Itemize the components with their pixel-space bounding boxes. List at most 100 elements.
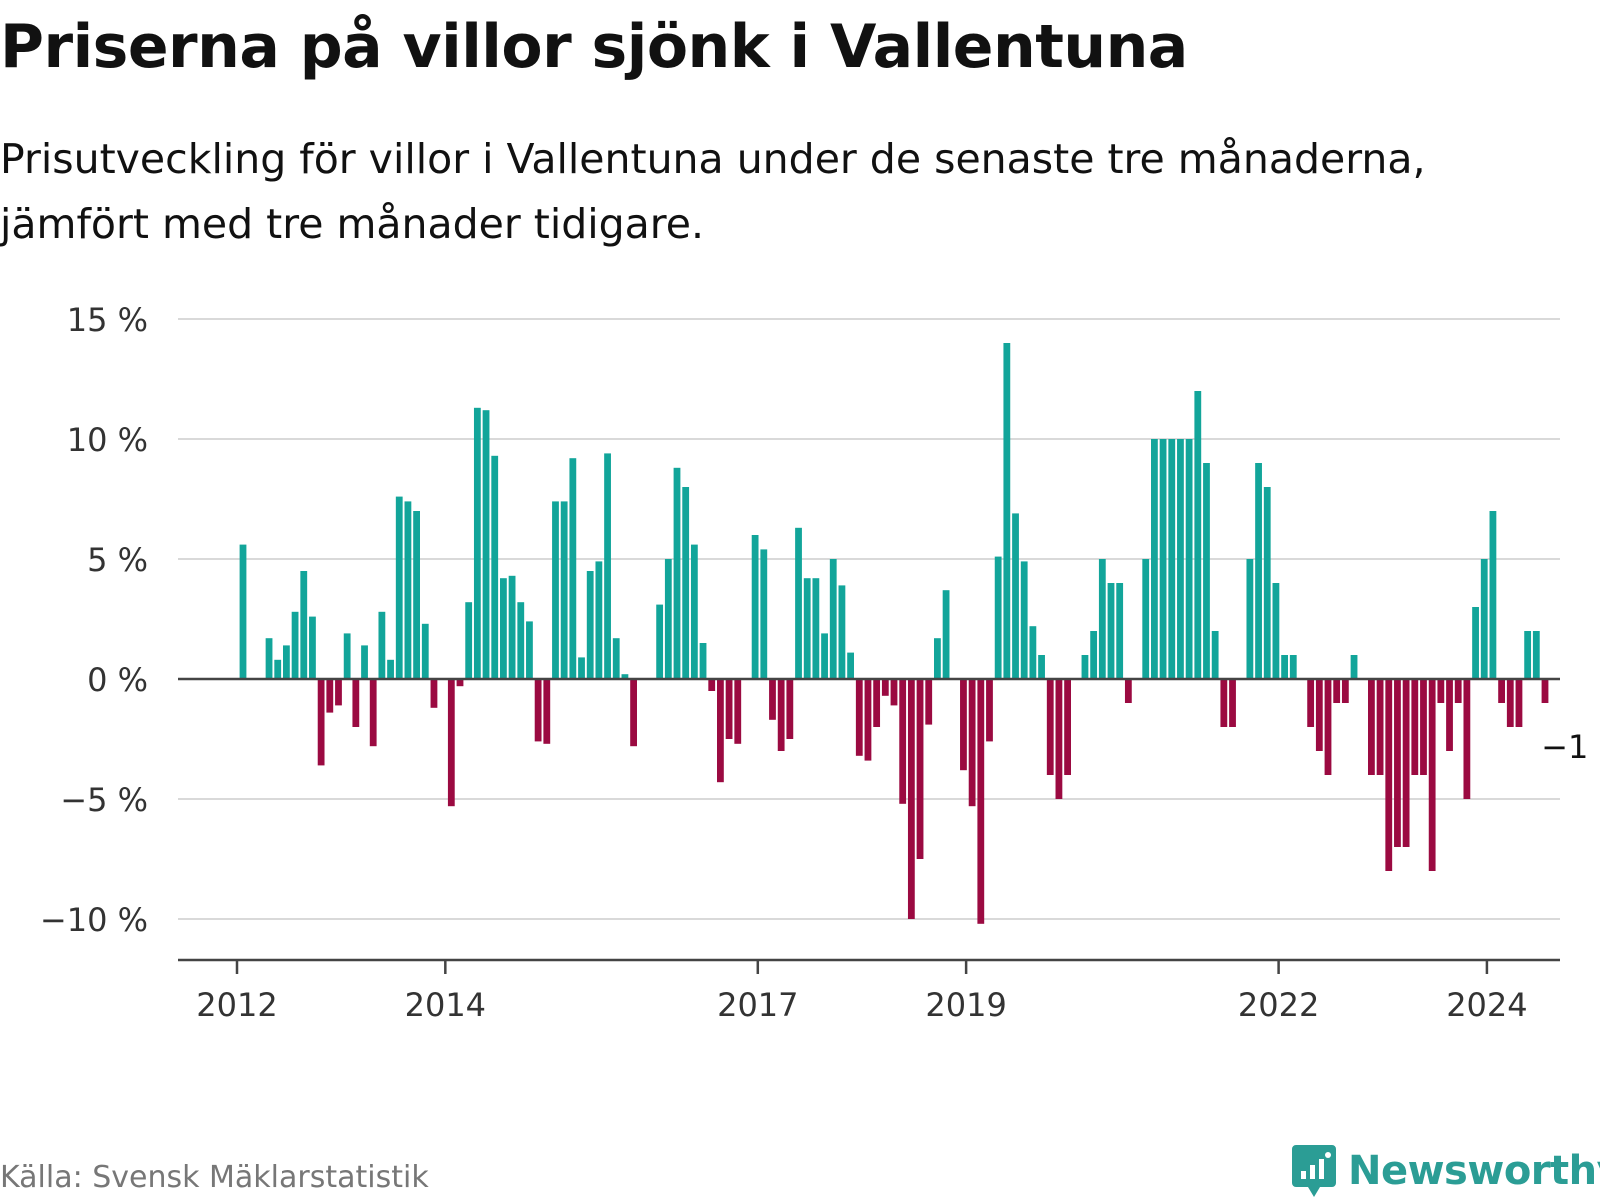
bar (274, 659, 282, 679)
bar (1185, 439, 1193, 679)
bar (1246, 559, 1254, 679)
bar (456, 679, 464, 687)
bar (534, 679, 542, 742)
bar (595, 561, 603, 679)
bar (1498, 679, 1505, 703)
bar (717, 679, 724, 783)
bar (578, 657, 585, 679)
bar (1177, 439, 1184, 679)
bar (760, 549, 768, 679)
x-tick-label: 2024 (1446, 986, 1527, 1024)
bar (725, 679, 733, 739)
bar (630, 679, 637, 747)
bar (934, 638, 941, 679)
x-tick-label: 2017 (717, 986, 798, 1024)
bar (682, 487, 690, 679)
bar (751, 535, 759, 679)
bar (777, 679, 785, 751)
bar (708, 679, 716, 691)
bar (1446, 679, 1453, 751)
brand-name: Newsworthy (1348, 1148, 1600, 1194)
chart-title: Priserna på villor sjönk i Vallentuna (0, 12, 1188, 82)
subtitle-line-1: Prisutveckling för villor i Vallentuna u… (0, 135, 1426, 183)
bar (1081, 655, 1089, 679)
bar (821, 633, 828, 679)
bar (1151, 439, 1158, 679)
bar (1385, 679, 1393, 871)
newsworthy-logo-icon (1292, 1145, 1336, 1197)
bar (1107, 583, 1115, 679)
bar (1124, 679, 1132, 703)
bar (1420, 679, 1427, 775)
y-tick-label: 15 % (67, 301, 148, 339)
bar (1515, 679, 1523, 727)
bar (291, 611, 299, 679)
bar (1142, 559, 1150, 679)
y-tick-label: −5 % (60, 781, 148, 819)
bar (1098, 559, 1106, 679)
bar (500, 578, 507, 679)
y-tick-label: 0 % (87, 661, 148, 699)
bar (1211, 631, 1219, 679)
bar (1315, 679, 1323, 751)
bar (795, 527, 802, 679)
bar (283, 645, 290, 679)
bar (1402, 679, 1410, 847)
bar (1333, 679, 1341, 703)
bar (1428, 679, 1436, 871)
source-note: Källa: Svensk Mäklarstatistik (0, 1160, 429, 1195)
bar (1220, 679, 1228, 727)
bar (1541, 679, 1549, 703)
bar (1168, 439, 1176, 679)
bar (942, 590, 950, 679)
last-value-label: −1 % (1541, 728, 1600, 766)
bar-chart: 15 % 10 % 5 % 0 % −5 % −10 % 2012 2014 2017 2019 2… (40, 301, 1600, 1024)
y-tick-label: 10 % (67, 421, 148, 459)
bar (378, 611, 386, 679)
bar (1506, 679, 1514, 727)
bar (1116, 583, 1124, 679)
bar (1012, 513, 1019, 679)
bar (734, 679, 742, 744)
bar (838, 585, 846, 679)
bar (1307, 679, 1315, 727)
bar (404, 501, 412, 679)
bar (1411, 679, 1419, 775)
bar (543, 679, 551, 744)
bar (812, 578, 820, 679)
y-tick-label: 5 % (87, 541, 148, 579)
bar (482, 410, 490, 679)
bar (343, 633, 351, 679)
bar (517, 602, 525, 679)
bar (621, 674, 629, 679)
bar (1263, 487, 1271, 679)
bar (586, 571, 594, 679)
bar (309, 616, 316, 679)
bar (1532, 631, 1540, 679)
bar (491, 455, 499, 679)
bar (899, 679, 907, 804)
bar (1055, 679, 1063, 799)
bar (1472, 607, 1479, 679)
bar (1064, 679, 1071, 775)
bar (317, 679, 325, 766)
brand-logo: Newsworthy (1290, 1143, 1600, 1199)
bar (1524, 631, 1532, 679)
bar (1003, 343, 1011, 679)
x-tick-label: 2012 (196, 986, 277, 1024)
bar (960, 679, 967, 771)
bar (847, 652, 854, 679)
bar (1454, 679, 1462, 703)
bar (1229, 679, 1236, 727)
bar (1272, 583, 1280, 679)
bar (569, 458, 577, 679)
bar (829, 559, 837, 679)
bar (395, 496, 403, 679)
bar (1020, 561, 1028, 679)
bar (968, 679, 976, 807)
y-tick-label: −10 % (40, 901, 148, 939)
chart-subtitle: Prisutveckling för villor i Vallentuna u… (0, 127, 1560, 257)
bar (890, 679, 898, 706)
bar (1341, 679, 1349, 703)
bar (473, 407, 481, 679)
